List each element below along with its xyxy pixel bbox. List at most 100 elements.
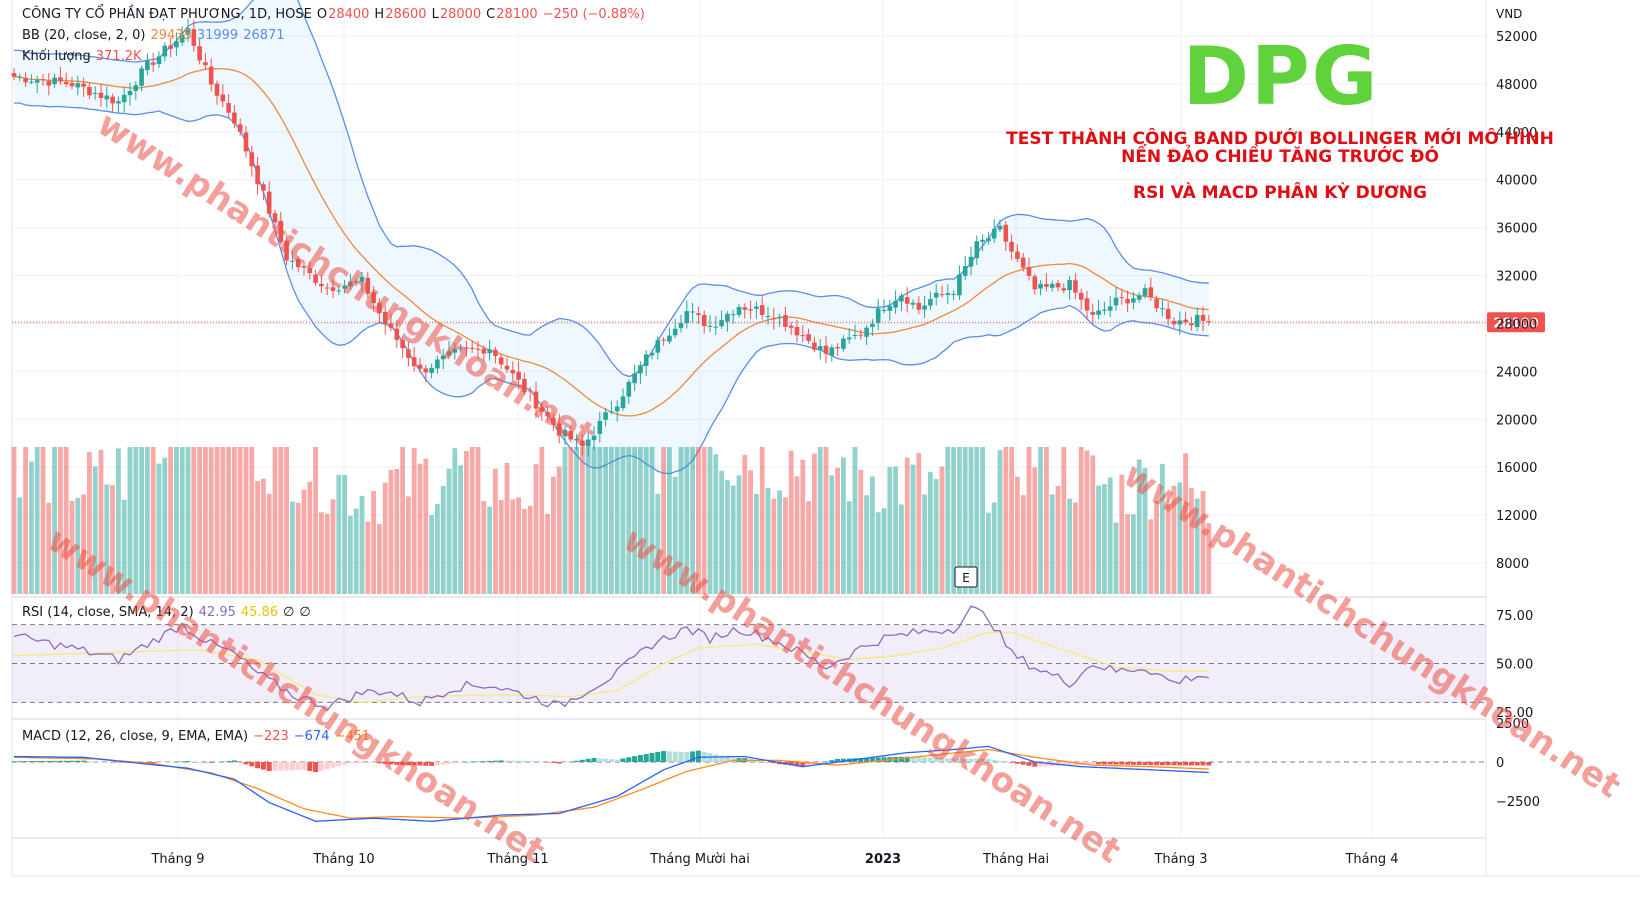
candle-body xyxy=(145,60,150,71)
candle xyxy=(435,355,440,374)
volume-bar xyxy=(835,467,840,594)
volume-bar xyxy=(475,447,481,594)
candle xyxy=(1009,234,1014,260)
volume-bar xyxy=(707,447,713,594)
volume-bar xyxy=(951,447,956,594)
volume-bar xyxy=(446,468,452,594)
volume-bar xyxy=(243,447,249,594)
candle xyxy=(533,381,539,418)
volume-bar xyxy=(226,447,231,594)
candle xyxy=(933,283,939,306)
candle xyxy=(237,118,243,136)
candle-body xyxy=(783,315,788,327)
macd-signal-value: −451 xyxy=(334,729,371,744)
volume-bar xyxy=(23,447,28,594)
volume-bar xyxy=(1038,447,1043,594)
volume-bar xyxy=(852,447,858,594)
candle-body xyxy=(214,83,220,96)
candle-body xyxy=(156,56,162,65)
candle-body xyxy=(243,132,249,152)
macd-hist-bar xyxy=(179,761,185,762)
candle xyxy=(707,315,713,333)
candle xyxy=(951,290,956,301)
volume-bar xyxy=(139,447,144,594)
volume-bar xyxy=(858,469,864,594)
candle-body xyxy=(46,80,52,86)
volume-bar xyxy=(945,447,951,594)
candle-body xyxy=(597,420,603,434)
candle-body xyxy=(887,306,893,311)
candle-body xyxy=(829,347,835,356)
candle xyxy=(475,341,481,360)
bb-band-fill xyxy=(14,0,1209,474)
rsi-tick-label: 50.00 xyxy=(1496,658,1533,673)
macd-hist-bar xyxy=(197,761,203,763)
macd-hist-bar xyxy=(1188,762,1194,766)
volume-bar xyxy=(933,479,939,594)
candle xyxy=(777,313,782,327)
macd-hist-bar xyxy=(69,760,75,762)
candle-body xyxy=(127,90,133,96)
candle xyxy=(46,73,52,96)
candle-body xyxy=(203,62,208,66)
volume-bar xyxy=(1015,476,1020,594)
macd-hist-bar xyxy=(724,757,730,762)
candle xyxy=(638,361,643,384)
candle-body xyxy=(870,323,875,328)
candle xyxy=(301,261,307,276)
close-value: 28100 xyxy=(496,7,538,22)
volume-bar xyxy=(1136,459,1142,594)
macd-value: −674 xyxy=(293,729,330,744)
volume-bar xyxy=(58,447,63,594)
candle xyxy=(75,75,81,96)
candle xyxy=(63,72,69,88)
candle-body xyxy=(655,339,661,353)
macd-hist-bar xyxy=(562,762,568,763)
time-axis-label: Tháng 11 xyxy=(486,852,548,867)
candle xyxy=(1026,257,1032,281)
candle xyxy=(150,52,156,73)
macd-hist-bar xyxy=(110,762,116,763)
candle-body xyxy=(661,339,666,341)
macd-hist-bar xyxy=(910,756,916,762)
volume-bar xyxy=(1113,522,1119,594)
rsi-tick-label: 25.00 xyxy=(1496,706,1533,721)
volume-bar xyxy=(846,501,852,594)
candle xyxy=(597,411,603,443)
candle xyxy=(208,58,214,92)
ticker-symbol: DPG xyxy=(1182,30,1380,123)
macd-hist-bar xyxy=(974,758,980,762)
volume-bar xyxy=(841,457,846,594)
volume-value: 371.2K xyxy=(95,49,142,64)
candle-body xyxy=(1148,287,1154,298)
low-value: 28000 xyxy=(439,7,482,22)
volume-bar xyxy=(533,464,539,594)
candle-body xyxy=(249,152,255,167)
candle xyxy=(278,211,284,245)
macd-hist-bar xyxy=(330,762,336,768)
candle-body xyxy=(1049,283,1055,288)
candle xyxy=(29,74,34,85)
volume-bar xyxy=(527,505,533,594)
candle xyxy=(139,65,144,92)
macd-hist-bar xyxy=(475,761,481,762)
candle-body xyxy=(1084,298,1090,311)
candle xyxy=(179,26,185,47)
candle-body xyxy=(533,391,539,409)
candle xyxy=(504,357,510,373)
candle-body xyxy=(835,346,840,349)
macd-hist-bar xyxy=(52,760,58,762)
macd-hist-bar xyxy=(295,762,301,770)
volume-bar xyxy=(1189,488,1194,594)
macd-hist-bar xyxy=(237,762,243,763)
candle xyxy=(1200,306,1206,332)
candle-body xyxy=(116,101,121,104)
volume-bar xyxy=(783,497,788,594)
candle xyxy=(69,77,75,90)
volume-bar xyxy=(1177,482,1183,594)
volume-bar xyxy=(1200,491,1206,594)
candle-body xyxy=(121,94,127,103)
candle-body xyxy=(446,351,452,356)
macd-hist-bar xyxy=(788,762,794,766)
